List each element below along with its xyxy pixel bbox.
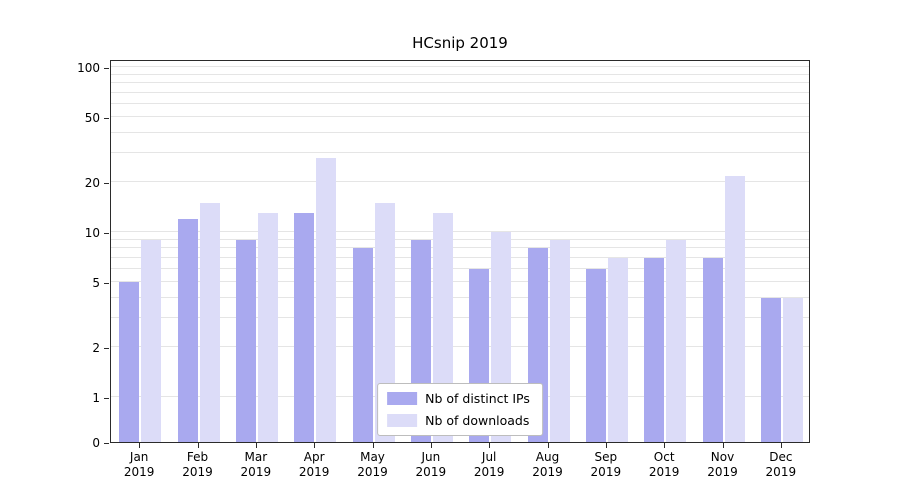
y-tick-mark (104, 282, 109, 284)
x-tick-label: Aug 2019 (532, 450, 563, 479)
gridline (111, 317, 809, 319)
bar (352, 248, 373, 442)
y-tick-label: 1 (92, 391, 100, 405)
bar (724, 176, 745, 442)
y-tick-mark (104, 348, 109, 350)
y-tick-label: 0 (92, 436, 100, 450)
bar (141, 240, 162, 442)
y-tick-label: 10 (84, 226, 100, 240)
x-tick-mark (372, 443, 374, 448)
x-tick-mark (314, 443, 316, 448)
gridline (111, 131, 809, 133)
y-tick-label: 20 (84, 176, 100, 191)
bar (760, 298, 781, 442)
y-tick-mark (104, 443, 109, 444)
bar (549, 240, 570, 442)
bar (374, 203, 395, 442)
gridline (111, 115, 809, 117)
x-tick-mark (664, 443, 666, 448)
y-tick-label: 50 (84, 110, 100, 125)
y-tick-label: 2 (92, 341, 100, 356)
bar (177, 219, 198, 442)
x-tick-mark (489, 443, 491, 448)
y-tick-label: 100 (77, 61, 100, 75)
gridline (111, 256, 809, 258)
x-tick-label: Mar 2019 (240, 450, 272, 479)
y-tick-mark (104, 183, 109, 185)
legend: Nb of distinct IPs Nb of downloads (377, 383, 543, 436)
legend-item-distinct-ips: Nb of distinct IPs (387, 391, 530, 406)
gridline (111, 267, 809, 269)
bar (235, 240, 256, 442)
gridline (111, 247, 809, 248)
y-tick-mark (104, 68, 109, 69)
x-tick-label: May 2019 (357, 450, 388, 479)
bar (257, 213, 278, 442)
gridline (111, 152, 809, 154)
x-tick-label: Jan 2019 (123, 450, 155, 479)
y-tick-mark (104, 398, 109, 399)
y-tick-mark (104, 233, 109, 234)
bar (666, 240, 687, 442)
bar (199, 203, 220, 442)
legend-label-distinct-ips: Nb of distinct IPs (425, 391, 530, 406)
x-tick-label: Oct 2019 (648, 450, 680, 479)
x-tick-label: Dec 2019 (765, 450, 797, 479)
x-tick-label: Apr 2019 (298, 450, 330, 479)
bar (782, 298, 803, 442)
gridline (111, 91, 809, 93)
bar (316, 158, 337, 442)
x-tick-label: Feb 2019 (182, 450, 213, 479)
chart-title: HCsnip 2019 (412, 34, 508, 52)
x-tick-mark (430, 443, 432, 448)
x-tick-label: Nov 2019 (707, 450, 738, 479)
gridline (111, 181, 809, 183)
plot-area: Nb of distinct IPs Nb of downloads (110, 60, 810, 443)
y-tick-label: 5 (92, 275, 100, 290)
legend-swatch-distinct-ips (387, 392, 418, 405)
y-tick-mark (104, 117, 109, 119)
bar (607, 258, 628, 442)
gridline (111, 102, 809, 104)
legend-label-downloads: Nb of downloads (425, 413, 530, 428)
gridline (111, 73, 809, 75)
legend-swatch-downloads (387, 414, 418, 427)
x-tick-mark (780, 443, 782, 448)
x-tick-mark (547, 443, 549, 448)
x-tick-mark (197, 443, 199, 448)
legend-item-downloads: Nb of downloads (387, 413, 530, 428)
gridline (111, 296, 809, 298)
gridline (111, 346, 809, 348)
bar (294, 213, 315, 442)
x-tick-mark (139, 443, 141, 448)
x-tick-mark (722, 443, 724, 448)
gridline (111, 231, 809, 232)
x-tick-label: Jul 2019 (473, 450, 505, 479)
bar (585, 269, 606, 442)
x-tick-mark (255, 443, 257, 448)
x-tick-label: Jun 2019 (415, 450, 447, 479)
x-tick-label: Sep 2019 (590, 450, 622, 479)
gridline (111, 280, 809, 282)
bar (702, 258, 723, 442)
gridline (111, 82, 809, 83)
gridline (111, 238, 809, 240)
gridline (111, 66, 809, 67)
x-tick-mark (605, 443, 607, 448)
bar (119, 282, 140, 442)
bar (644, 258, 665, 442)
